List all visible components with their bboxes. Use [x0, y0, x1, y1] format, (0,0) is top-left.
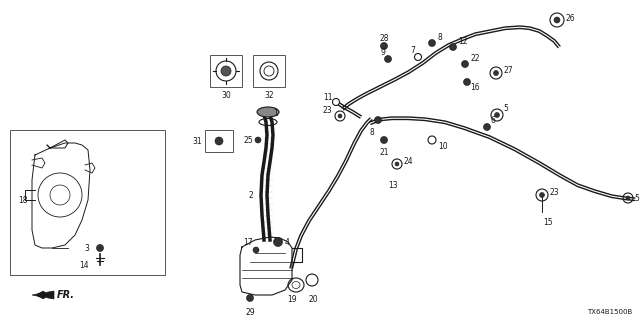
Circle shape — [374, 116, 381, 124]
Circle shape — [461, 60, 468, 68]
Text: 24: 24 — [403, 156, 413, 165]
Circle shape — [381, 137, 387, 143]
Text: 11: 11 — [323, 92, 333, 101]
Text: 3: 3 — [84, 244, 89, 252]
Circle shape — [626, 196, 630, 200]
Circle shape — [338, 114, 342, 118]
Circle shape — [483, 124, 490, 131]
Text: 16: 16 — [470, 83, 479, 92]
Circle shape — [415, 53, 422, 60]
Circle shape — [381, 43, 387, 50]
Text: 7: 7 — [411, 45, 415, 54]
Text: 12: 12 — [458, 36, 467, 45]
Text: FR.: FR. — [57, 290, 75, 300]
Circle shape — [463, 78, 470, 85]
Circle shape — [493, 70, 499, 76]
Circle shape — [246, 294, 253, 301]
Circle shape — [540, 193, 545, 197]
Text: 30: 30 — [221, 91, 231, 100]
Circle shape — [385, 55, 392, 62]
Text: TX64B1500B: TX64B1500B — [587, 309, 632, 315]
Text: 21: 21 — [380, 148, 388, 157]
Text: 14: 14 — [79, 260, 89, 269]
Text: 6: 6 — [490, 116, 495, 124]
Circle shape — [333, 99, 339, 106]
Circle shape — [221, 66, 231, 76]
Text: 15: 15 — [543, 218, 553, 227]
Text: 32: 32 — [264, 91, 274, 100]
Text: 25: 25 — [243, 135, 253, 145]
Circle shape — [97, 244, 104, 252]
Text: 28: 28 — [380, 34, 388, 43]
Circle shape — [255, 137, 261, 143]
Circle shape — [428, 136, 436, 144]
Circle shape — [495, 113, 499, 117]
Text: 13: 13 — [388, 180, 397, 189]
Bar — [205, 130, 233, 152]
Text: 18: 18 — [19, 196, 28, 204]
Text: 8: 8 — [370, 128, 374, 137]
Text: 2: 2 — [248, 190, 253, 199]
Text: 10: 10 — [438, 141, 447, 150]
Text: 19: 19 — [287, 295, 297, 304]
Bar — [210, 55, 242, 87]
Text: 1: 1 — [273, 108, 278, 117]
Text: 9: 9 — [381, 47, 385, 57]
Text: 31: 31 — [193, 137, 202, 146]
Text: 26: 26 — [565, 13, 575, 22]
Text: 4: 4 — [285, 237, 290, 246]
Text: 5: 5 — [634, 194, 639, 203]
Text: 27: 27 — [503, 66, 513, 75]
Text: 20: 20 — [308, 295, 318, 304]
Circle shape — [273, 237, 282, 246]
Circle shape — [215, 137, 223, 145]
Polygon shape — [32, 291, 54, 299]
Circle shape — [449, 44, 456, 51]
Bar — [253, 55, 285, 87]
Circle shape — [395, 162, 399, 166]
Ellipse shape — [257, 107, 279, 117]
Text: 23: 23 — [549, 188, 559, 196]
Text: 5: 5 — [503, 103, 508, 113]
Circle shape — [429, 39, 435, 46]
Text: 17: 17 — [243, 237, 253, 246]
Circle shape — [253, 247, 259, 253]
Text: 22: 22 — [470, 53, 479, 62]
Text: 29: 29 — [245, 308, 255, 317]
Text: 8: 8 — [437, 33, 442, 42]
Bar — [10, 130, 165, 275]
Text: 23: 23 — [323, 106, 332, 115]
Circle shape — [554, 17, 560, 23]
